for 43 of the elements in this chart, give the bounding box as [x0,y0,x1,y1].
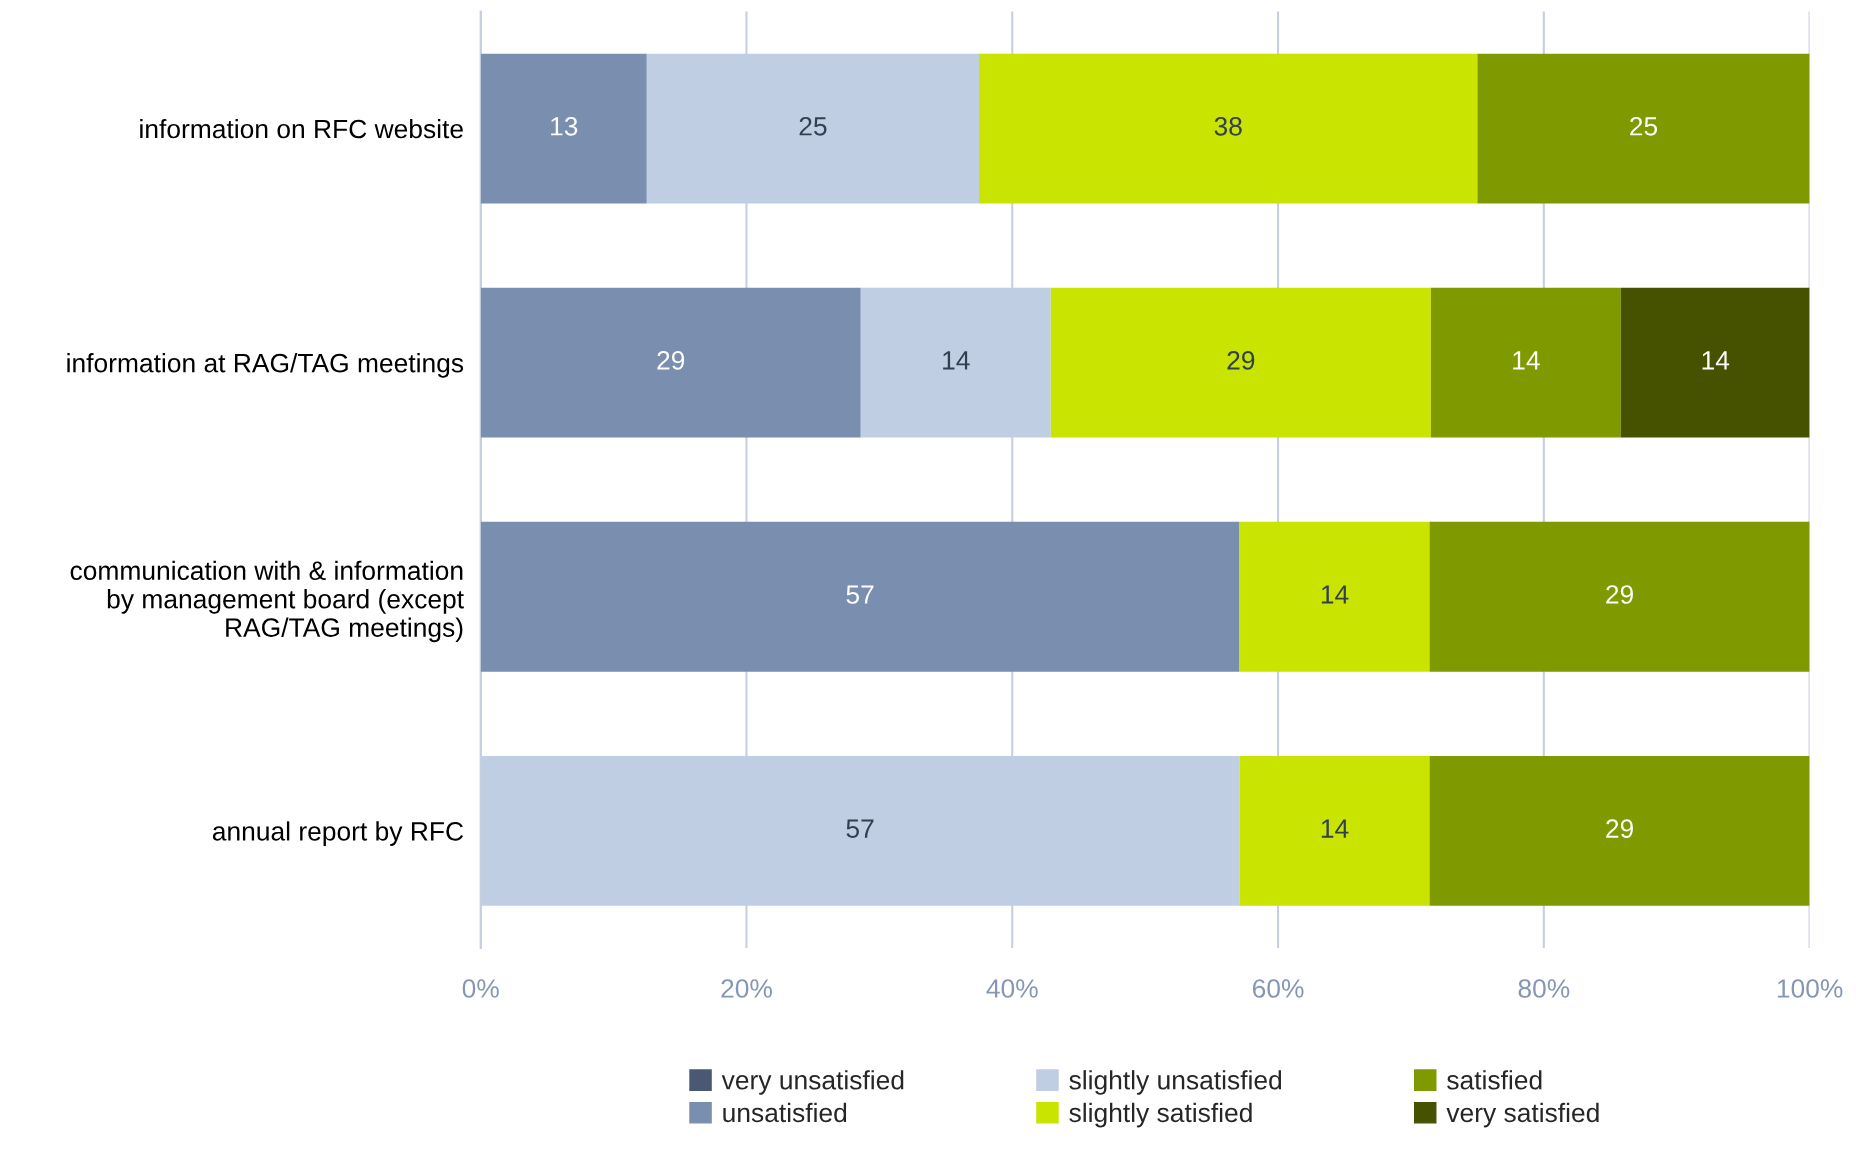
x-tick-label: 20% [721,979,772,998]
x-tick-label: 40% [986,979,1038,998]
legend-label: satisfied [1447,1070,1542,1090]
bar [1477,53,1810,204]
y-tick-label: information on RFC website [140,118,463,139]
data-label: 29 [1227,351,1255,370]
data-label: 14 [1321,819,1349,838]
data-label: 57 [846,819,874,838]
bar [1429,521,1810,672]
data-label: 38 [1214,116,1242,136]
data-label: 25 [799,116,827,136]
data-label: 13 [551,116,578,136]
bar [480,53,647,204]
data-label: 29 [657,351,685,370]
bar [1430,287,1621,438]
data-label: 29 [1606,819,1633,838]
bar [480,287,861,438]
x-tick-label: 60% [1252,979,1304,998]
legend-label: unsatisfied [723,1102,847,1123]
x-tick-label: 100% [1777,979,1843,998]
bar [480,521,1240,672]
y-tick-label: information at RAG/TAG meetings [67,353,464,378]
bar [1050,287,1431,438]
x-tick-label: 80% [1518,979,1570,998]
data-label: 14 [1702,351,1730,370]
x-tick-label: 0% [462,979,499,998]
data-label: 25 [1630,116,1658,136]
legend-label: very unsatisfied [721,1070,904,1095]
data-label: 57 [846,585,874,604]
legend-label: slightly unsatisfied [1069,1070,1282,1095]
data-label: 14 [1513,351,1540,370]
bar [1620,287,1810,438]
data-label: 29 [1606,585,1633,604]
bar [979,53,1478,204]
bar [1239,755,1430,906]
bar [1239,521,1430,672]
y-tick-label: annual report by RFC [212,821,464,846]
legend-label: slightly satisfied [1069,1102,1252,1128]
data-label: 14 [1321,585,1349,604]
legend-label: very satisfied [1446,1102,1599,1128]
bar [1429,755,1810,906]
data-label: 14 [943,351,970,370]
y-tick-label: communication with & information by management board (except RAG/TAG meetings) [70,560,464,643]
